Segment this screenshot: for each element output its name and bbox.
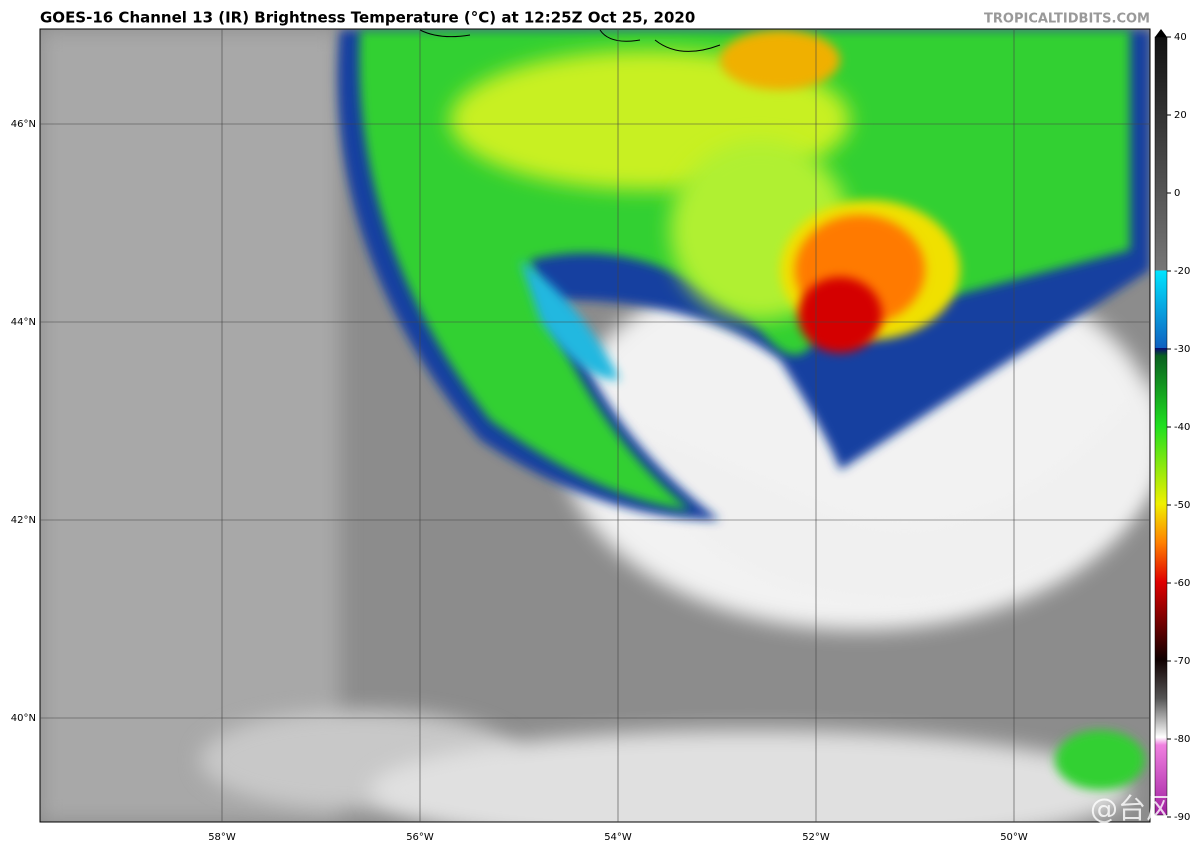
colorbar-label: -60 [1174, 578, 1190, 589]
lon-label: 54°W [604, 832, 632, 843]
colorbar [1154, 36, 1168, 816]
lon-label: 52°W [802, 832, 830, 843]
satellite-image [40, 29, 1150, 822]
colorbar-label: 40 [1174, 32, 1187, 43]
lon-label: 56°W [406, 832, 434, 843]
colorbar-extend [1155, 29, 1167, 37]
colorbar-label: -70 [1174, 656, 1190, 667]
colorbar-label: -50 [1174, 500, 1190, 511]
watermark: @台风吧 [1090, 792, 1200, 825]
colorbar-label: -90 [1174, 812, 1190, 823]
lon-label: 50°W [1000, 832, 1028, 843]
map-frame [39, 28, 1151, 823]
lat-label: 40°N [11, 713, 36, 724]
colorbar-label: -30 [1174, 344, 1190, 355]
source: TROPICALTIDBITS.COM [984, 12, 1150, 27]
colorbar-label: -20 [1174, 266, 1190, 277]
lat-label: 46°N [11, 119, 36, 130]
colorbar-label: -40 [1174, 422, 1190, 433]
title: GOES-16 Channel 13 (IR) Brightness Tempe… [40, 9, 695, 27]
lat-label: 42°N [11, 515, 36, 526]
lon-label: 58°W [208, 832, 236, 843]
colorbar-label: 20 [1174, 110, 1187, 121]
colorbar-label: -80 [1174, 734, 1190, 745]
lat-label: 44°N [11, 317, 36, 328]
colorbar-label: 0 [1174, 188, 1180, 199]
